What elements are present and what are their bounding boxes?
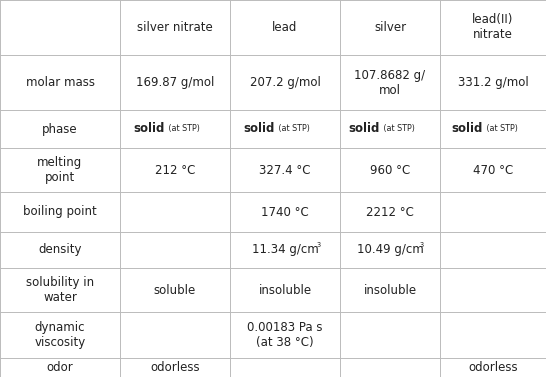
Text: 470 °C: 470 °C [473,164,513,176]
Text: boiling point: boiling point [23,205,97,219]
Text: odor: odor [46,361,73,374]
Text: solubility in
water: solubility in water [26,276,94,304]
Text: 331.2 g/mol: 331.2 g/mol [458,76,529,89]
Text: 107.8682 g/
mol: 107.8682 g/ mol [354,69,425,97]
Text: solid: solid [134,123,165,135]
Text: 207.2 g/mol: 207.2 g/mol [250,76,321,89]
Text: 11.34 g/cm: 11.34 g/cm [252,244,318,256]
Text: (at STP): (at STP) [484,124,518,132]
Text: solid: solid [349,123,380,135]
Text: phase: phase [42,123,78,135]
Text: 327.4 °C: 327.4 °C [259,164,311,176]
Text: dynamic
viscosity: dynamic viscosity [34,321,86,349]
Text: 3: 3 [317,242,321,248]
Text: (at STP): (at STP) [276,124,310,132]
Text: lead(II)
nitrate: lead(II) nitrate [472,14,514,41]
Text: melting
point: melting point [37,156,82,184]
Text: solid: solid [452,123,483,135]
Text: odorless: odorless [468,361,518,374]
Text: (at STP): (at STP) [166,124,200,132]
Text: 212 °C: 212 °C [155,164,195,176]
Text: density: density [38,244,82,256]
Text: 0.00183 Pa s
(at 38 °C): 0.00183 Pa s (at 38 °C) [247,321,323,349]
Text: silver: silver [374,21,406,34]
Text: 960 °C: 960 °C [370,164,410,176]
Text: molar mass: molar mass [26,76,94,89]
Text: odorless: odorless [150,361,200,374]
Text: (at STP): (at STP) [381,124,415,132]
Text: soluble: soluble [154,284,196,296]
Text: 2212 °C: 2212 °C [366,205,414,219]
Text: lead: lead [272,21,298,34]
Text: silver nitrate: silver nitrate [137,21,213,34]
Text: insoluble: insoluble [364,284,417,296]
Text: 3: 3 [420,242,424,248]
Text: 169.87 g/mol: 169.87 g/mol [136,76,214,89]
Text: insoluble: insoluble [258,284,312,296]
Text: solid: solid [244,123,275,135]
Text: 1740 °C: 1740 °C [261,205,309,219]
Text: 10.49 g/cm: 10.49 g/cm [357,244,423,256]
